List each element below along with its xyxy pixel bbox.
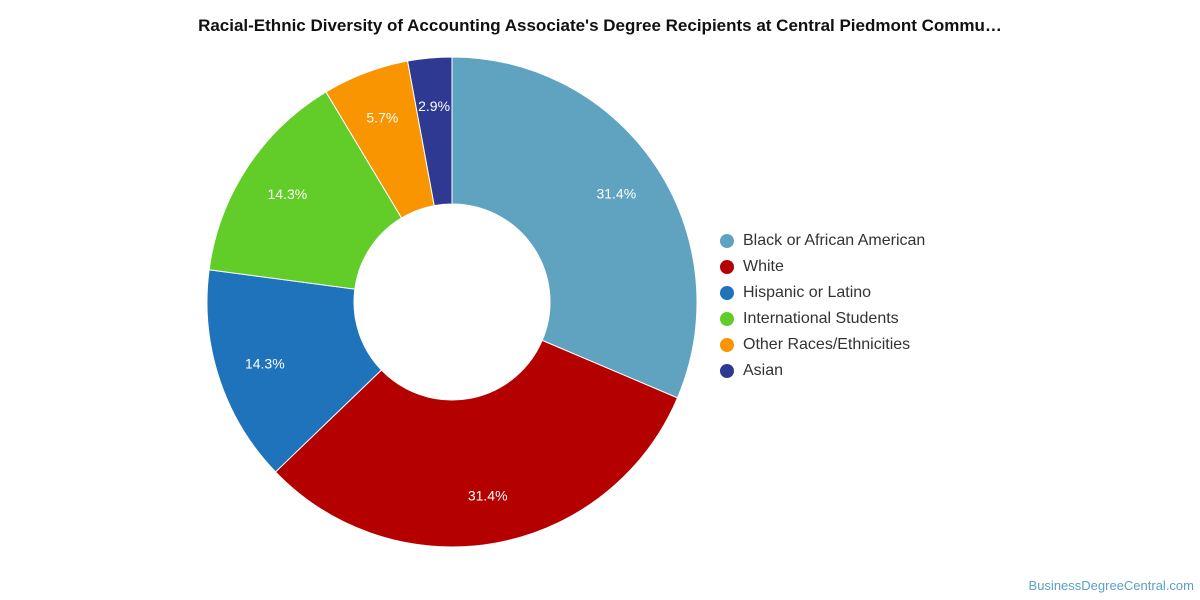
legend-label: Black or African American [743, 232, 926, 249]
slice-white[interactable] [274, 339, 679, 548]
legend-swatch-icon [720, 234, 734, 248]
legend-swatch-icon [720, 260, 734, 274]
legend-swatch-icon [720, 286, 734, 300]
legend-label: Hispanic or Latino [743, 284, 872, 301]
legend-item[interactable]: Hispanic or Latino [720, 280, 925, 306]
slice-label: 2.9% [418, 98, 450, 114]
legend-swatch-icon [720, 364, 734, 378]
slice-label: 14.3% [267, 186, 307, 202]
legend-item[interactable]: Asian [720, 358, 925, 384]
slice-label: 31.4% [596, 185, 636, 201]
legend-item[interactable]: Other Races/Ethnicities [720, 332, 925, 358]
chart-legend: Black or African American White Hispanic o… [720, 228, 925, 384]
slice-black-or-african-american[interactable] [451, 56, 698, 399]
legend-label: Asian [743, 362, 784, 379]
legend-label: White [743, 258, 784, 275]
legend-label: International Students [743, 310, 899, 327]
slice-international-students[interactable] [208, 91, 403, 290]
legend-item[interactable]: International Students [720, 306, 925, 332]
slice-asian[interactable] [407, 56, 453, 207]
legend-item[interactable]: White [720, 254, 925, 280]
watermark-link[interactable]: BusinessDegreeCentral.com [1028, 578, 1194, 593]
slice-label: 31.4% [468, 488, 508, 504]
legend-swatch-icon [720, 312, 734, 326]
slice-hispanic-or-latino[interactable] [206, 269, 383, 473]
legend-label: Other Races/Ethnicities [743, 336, 911, 353]
slice-label: 14.3% [245, 355, 285, 371]
legend-swatch-icon [720, 338, 734, 352]
slice-label: 5.7% [366, 110, 398, 126]
chart-title: Racial-Ethnic Diversity of Accounting As… [198, 16, 1002, 35]
legend-item[interactable]: Black or African American [720, 228, 925, 254]
